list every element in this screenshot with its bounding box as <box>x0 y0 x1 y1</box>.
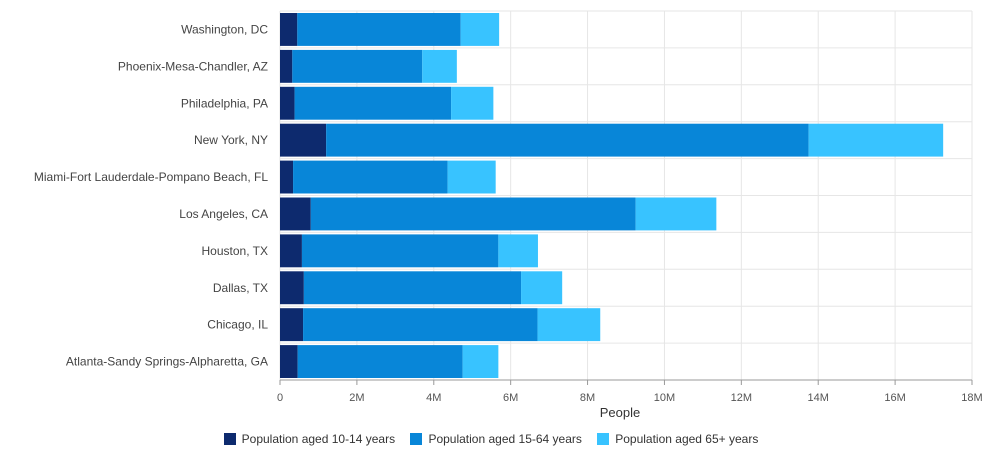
x-tick-label-8: 16M <box>884 392 905 404</box>
bar-5-series-1[interactable] <box>310 197 636 231</box>
bar-7-series-1[interactable] <box>303 271 522 305</box>
x-tick-label-1: 2M <box>349 392 364 404</box>
bar-4-series-1[interactable] <box>293 160 448 194</box>
bar-0-series-0[interactable] <box>280 13 298 46</box>
x-tick-label-0: 0 <box>277 392 283 404</box>
legend-label-15-64: Population aged 15-64 years <box>428 432 582 446</box>
category-label-8: Chicago, IL <box>207 318 268 332</box>
category-label-6: Houston, TX <box>202 244 268 258</box>
bar-3-series-1[interactable] <box>326 123 809 157</box>
bar-1-series-1[interactable] <box>292 49 423 83</box>
bar-3-series-0[interactable] <box>280 123 327 157</box>
category-labels: Washington, DC Phoenix-Mesa-Chandler, AZ P… <box>34 22 268 368</box>
legend-swatch-10-14 <box>223 433 236 445</box>
x-axis-ticks: 0 2M 4M 6M 8M 10M 12M 14M 16M 18M <box>277 380 982 404</box>
category-label-1: Phoenix-Mesa-Chandler, AZ <box>118 59 268 73</box>
legend-label-10-14: Population aged 10-14 years <box>241 432 396 446</box>
bar-9-series-0[interactable] <box>280 345 298 378</box>
bars <box>280 13 944 378</box>
legend-swatch-65-plus <box>597 433 610 445</box>
bar-1-series-0[interactable] <box>280 49 293 83</box>
bar-7-series-0[interactable] <box>280 271 304 305</box>
bar-8-series-2[interactable] <box>537 308 601 342</box>
x-tick-label-4: 8M <box>580 392 595 404</box>
bar-8-series-0[interactable] <box>280 308 304 342</box>
legend-item-10-14[interactable]: Population aged 10-14 years <box>223 432 396 446</box>
x-tick-label-7: 14M <box>808 392 829 404</box>
bar-5-series-0[interactable] <box>280 197 311 231</box>
bar-0-series-2[interactable] <box>460 13 500 46</box>
bar-8-series-1[interactable] <box>303 308 538 342</box>
bar-9-series-2[interactable] <box>462 345 499 378</box>
bar-2-series-0[interactable] <box>280 86 295 120</box>
bar-9-series-1[interactable] <box>297 345 463 378</box>
bar-2-series-2[interactable] <box>451 86 494 120</box>
x-tick-label-5: 10M <box>654 392 675 404</box>
legend: Population aged 10-14 years Population a… <box>0 432 982 448</box>
bar-6-series-0[interactable] <box>280 234 302 268</box>
bar-4-series-2[interactable] <box>447 160 496 194</box>
category-label-2: Philadelphia, PA <box>181 96 268 110</box>
category-label-3: New York, NY <box>194 133 268 147</box>
grid-lines <box>279 10 973 381</box>
bar-4-series-0[interactable] <box>280 160 294 194</box>
x-axis-title: People <box>600 405 640 420</box>
bar-0-series-1[interactable] <box>297 13 461 46</box>
category-label-4: Miami-Fort Lauderdale-Pompano Beach, FL <box>34 170 268 184</box>
category-label-5: Los Angeles, CA <box>179 207 268 221</box>
category-label-9: Atlanta-Sandy Springs-Alpharetta, GA <box>66 355 268 369</box>
category-label-0: Washington, DC <box>181 22 268 36</box>
x-tick-label-2: 4M <box>426 392 441 404</box>
x-tick-label-3: 6M <box>503 392 518 404</box>
bar-5-series-2[interactable] <box>635 197 717 231</box>
legend-label-65-plus: Population aged 65+ years <box>615 432 759 446</box>
x-tick-label-6: 12M <box>731 392 752 404</box>
legend-item-15-64[interactable]: Population aged 15-64 years <box>410 432 582 446</box>
bar-3-series-2[interactable] <box>808 123 944 157</box>
bar-6-series-1[interactable] <box>301 234 499 268</box>
bar-7-series-2[interactable] <box>521 271 563 305</box>
bar-1-series-2[interactable] <box>422 49 457 83</box>
legend-item-65-plus[interactable]: Population aged 65+ years <box>597 432 758 446</box>
bar-6-series-2[interactable] <box>498 234 538 268</box>
bar-2-series-1[interactable] <box>294 86 452 120</box>
legend-swatch-15-64 <box>410 433 423 445</box>
x-tick-label-9: 18M <box>961 392 982 404</box>
category-label-7: Dallas, TX <box>213 281 268 295</box>
